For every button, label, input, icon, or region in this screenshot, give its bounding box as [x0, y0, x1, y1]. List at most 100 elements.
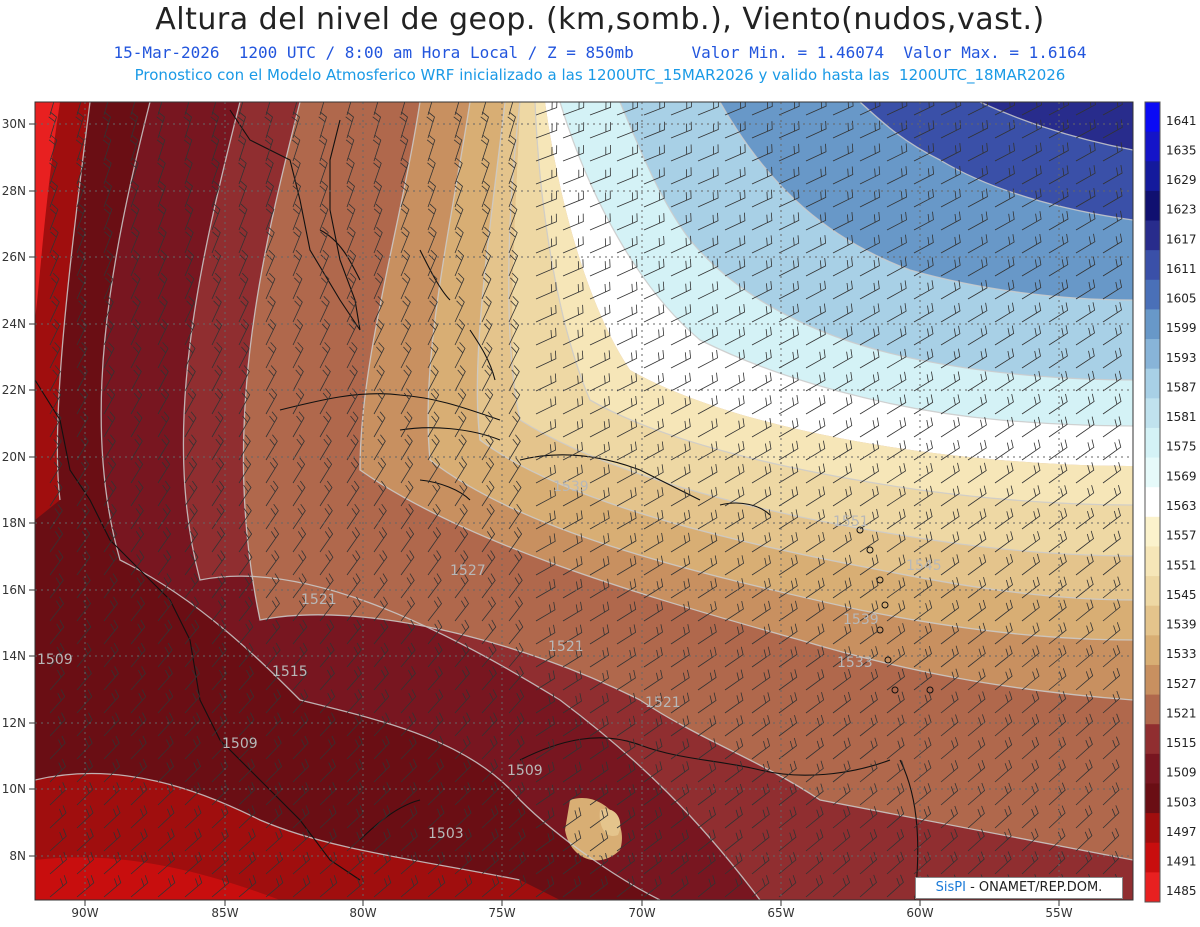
wind-barb [670, 532, 691, 553]
map-subtitle-date: 15-Mar-2026 1200 UTC / 8:00 am Hora Loca… [0, 43, 1200, 62]
wind-barb [130, 642, 146, 668]
wind-barb [859, 120, 881, 139]
wind-barb [346, 828, 364, 852]
wind-barb [130, 102, 136, 116]
wind-barb [724, 623, 744, 645]
wind-barb [535, 716, 555, 737]
wind-barb [103, 805, 121, 829]
wind-barb [859, 783, 878, 806]
wind-barb [453, 111, 462, 139]
wind-barb [589, 510, 610, 530]
wind-barb [373, 411, 386, 438]
wind-barb [238, 365, 250, 392]
wind-barb [913, 622, 933, 645]
wind-barb [427, 365, 439, 392]
colorbar-swatch [1145, 102, 1160, 133]
wind-barb [481, 689, 498, 714]
wind-barb [49, 296, 60, 323]
wind-barb [427, 157, 436, 185]
wind-barb [1075, 347, 1095, 369]
wind-barb [1075, 599, 1094, 622]
wind-barb [751, 349, 772, 369]
wind-barb [778, 463, 799, 484]
wind-barb [697, 555, 718, 576]
wind-barb [724, 304, 746, 323]
wind-barb [562, 304, 584, 323]
wind-barb [805, 235, 827, 254]
wind-barb [76, 319, 88, 346]
wind-barb [454, 596, 469, 622]
wind-barb [967, 165, 988, 185]
wind-barb [670, 121, 692, 139]
wind-barb [130, 689, 147, 714]
wind-barb [778, 212, 800, 231]
wind-barb [130, 296, 141, 323]
wind-barb [643, 692, 663, 714]
wind-barb [49, 480, 63, 507]
wind-barb [643, 327, 665, 346]
wind-barb [1021, 576, 1040, 599]
wind-barb [643, 350, 665, 369]
wind-barb [697, 715, 717, 737]
wind-barb [967, 714, 986, 737]
wind-barb [1075, 782, 1093, 806]
wind-barb [454, 102, 460, 116]
wind-barb [265, 758, 282, 783]
wind-barb [319, 203, 329, 231]
colorbar-label: 1569 [1166, 469, 1197, 483]
wind-barb [778, 395, 799, 415]
wind-barb [319, 758, 336, 783]
wind-barb [589, 601, 610, 622]
wind-barb [589, 190, 611, 208]
wind-barb [427, 249, 438, 277]
wind-barb [859, 691, 878, 714]
wind-barb [265, 388, 278, 415]
wind-barb [697, 464, 718, 484]
wind-barb [1102, 256, 1123, 277]
wind-barb [940, 440, 960, 461]
wind-barb [480, 111, 489, 139]
wind-barb [292, 319, 304, 346]
wind-barb [400, 434, 413, 461]
wind-barb [1075, 668, 1094, 691]
wind-barb [589, 304, 611, 323]
wind-barb [940, 828, 958, 852]
wind-barb [832, 600, 852, 622]
colorbar-swatch [1145, 813, 1160, 844]
colorbar-swatch [1145, 250, 1160, 281]
wind-barb [346, 388, 359, 415]
wind-barb [832, 102, 854, 116]
wind-barb [616, 418, 637, 438]
wind-barb [346, 735, 363, 760]
wind-barb [940, 805, 958, 829]
wind-barb [643, 578, 664, 599]
wind-barb [805, 874, 824, 898]
wind-barb [427, 434, 440, 461]
wind-barb [562, 807, 582, 829]
wind-barb [211, 388, 224, 415]
wind-barb [832, 257, 853, 277]
wind-barb [346, 434, 359, 461]
wind-barb [886, 234, 907, 254]
wind-barb [372, 111, 381, 139]
wind-barb [184, 712, 201, 737]
contour-label: 1509 [222, 736, 258, 752]
lat-label: 24N [2, 317, 26, 331]
wind-barb [481, 596, 496, 622]
colorbar-swatch [1145, 635, 1160, 666]
wind-barb [454, 342, 466, 369]
wind-barb [643, 395, 664, 415]
wind-barb [508, 596, 523, 622]
wind-barb [319, 319, 331, 346]
wind-barb [346, 712, 363, 737]
wind-barb [238, 457, 252, 484]
wind-barb [778, 440, 799, 461]
wind-barb [400, 457, 414, 484]
wind-barb [481, 758, 498, 783]
wind-barb [427, 527, 442, 553]
wind-barb [1021, 188, 1042, 208]
wind-barb [1021, 119, 1042, 139]
wind-barb [454, 272, 465, 300]
wind-barb [643, 761, 663, 783]
colorbar-swatch [1145, 694, 1160, 725]
